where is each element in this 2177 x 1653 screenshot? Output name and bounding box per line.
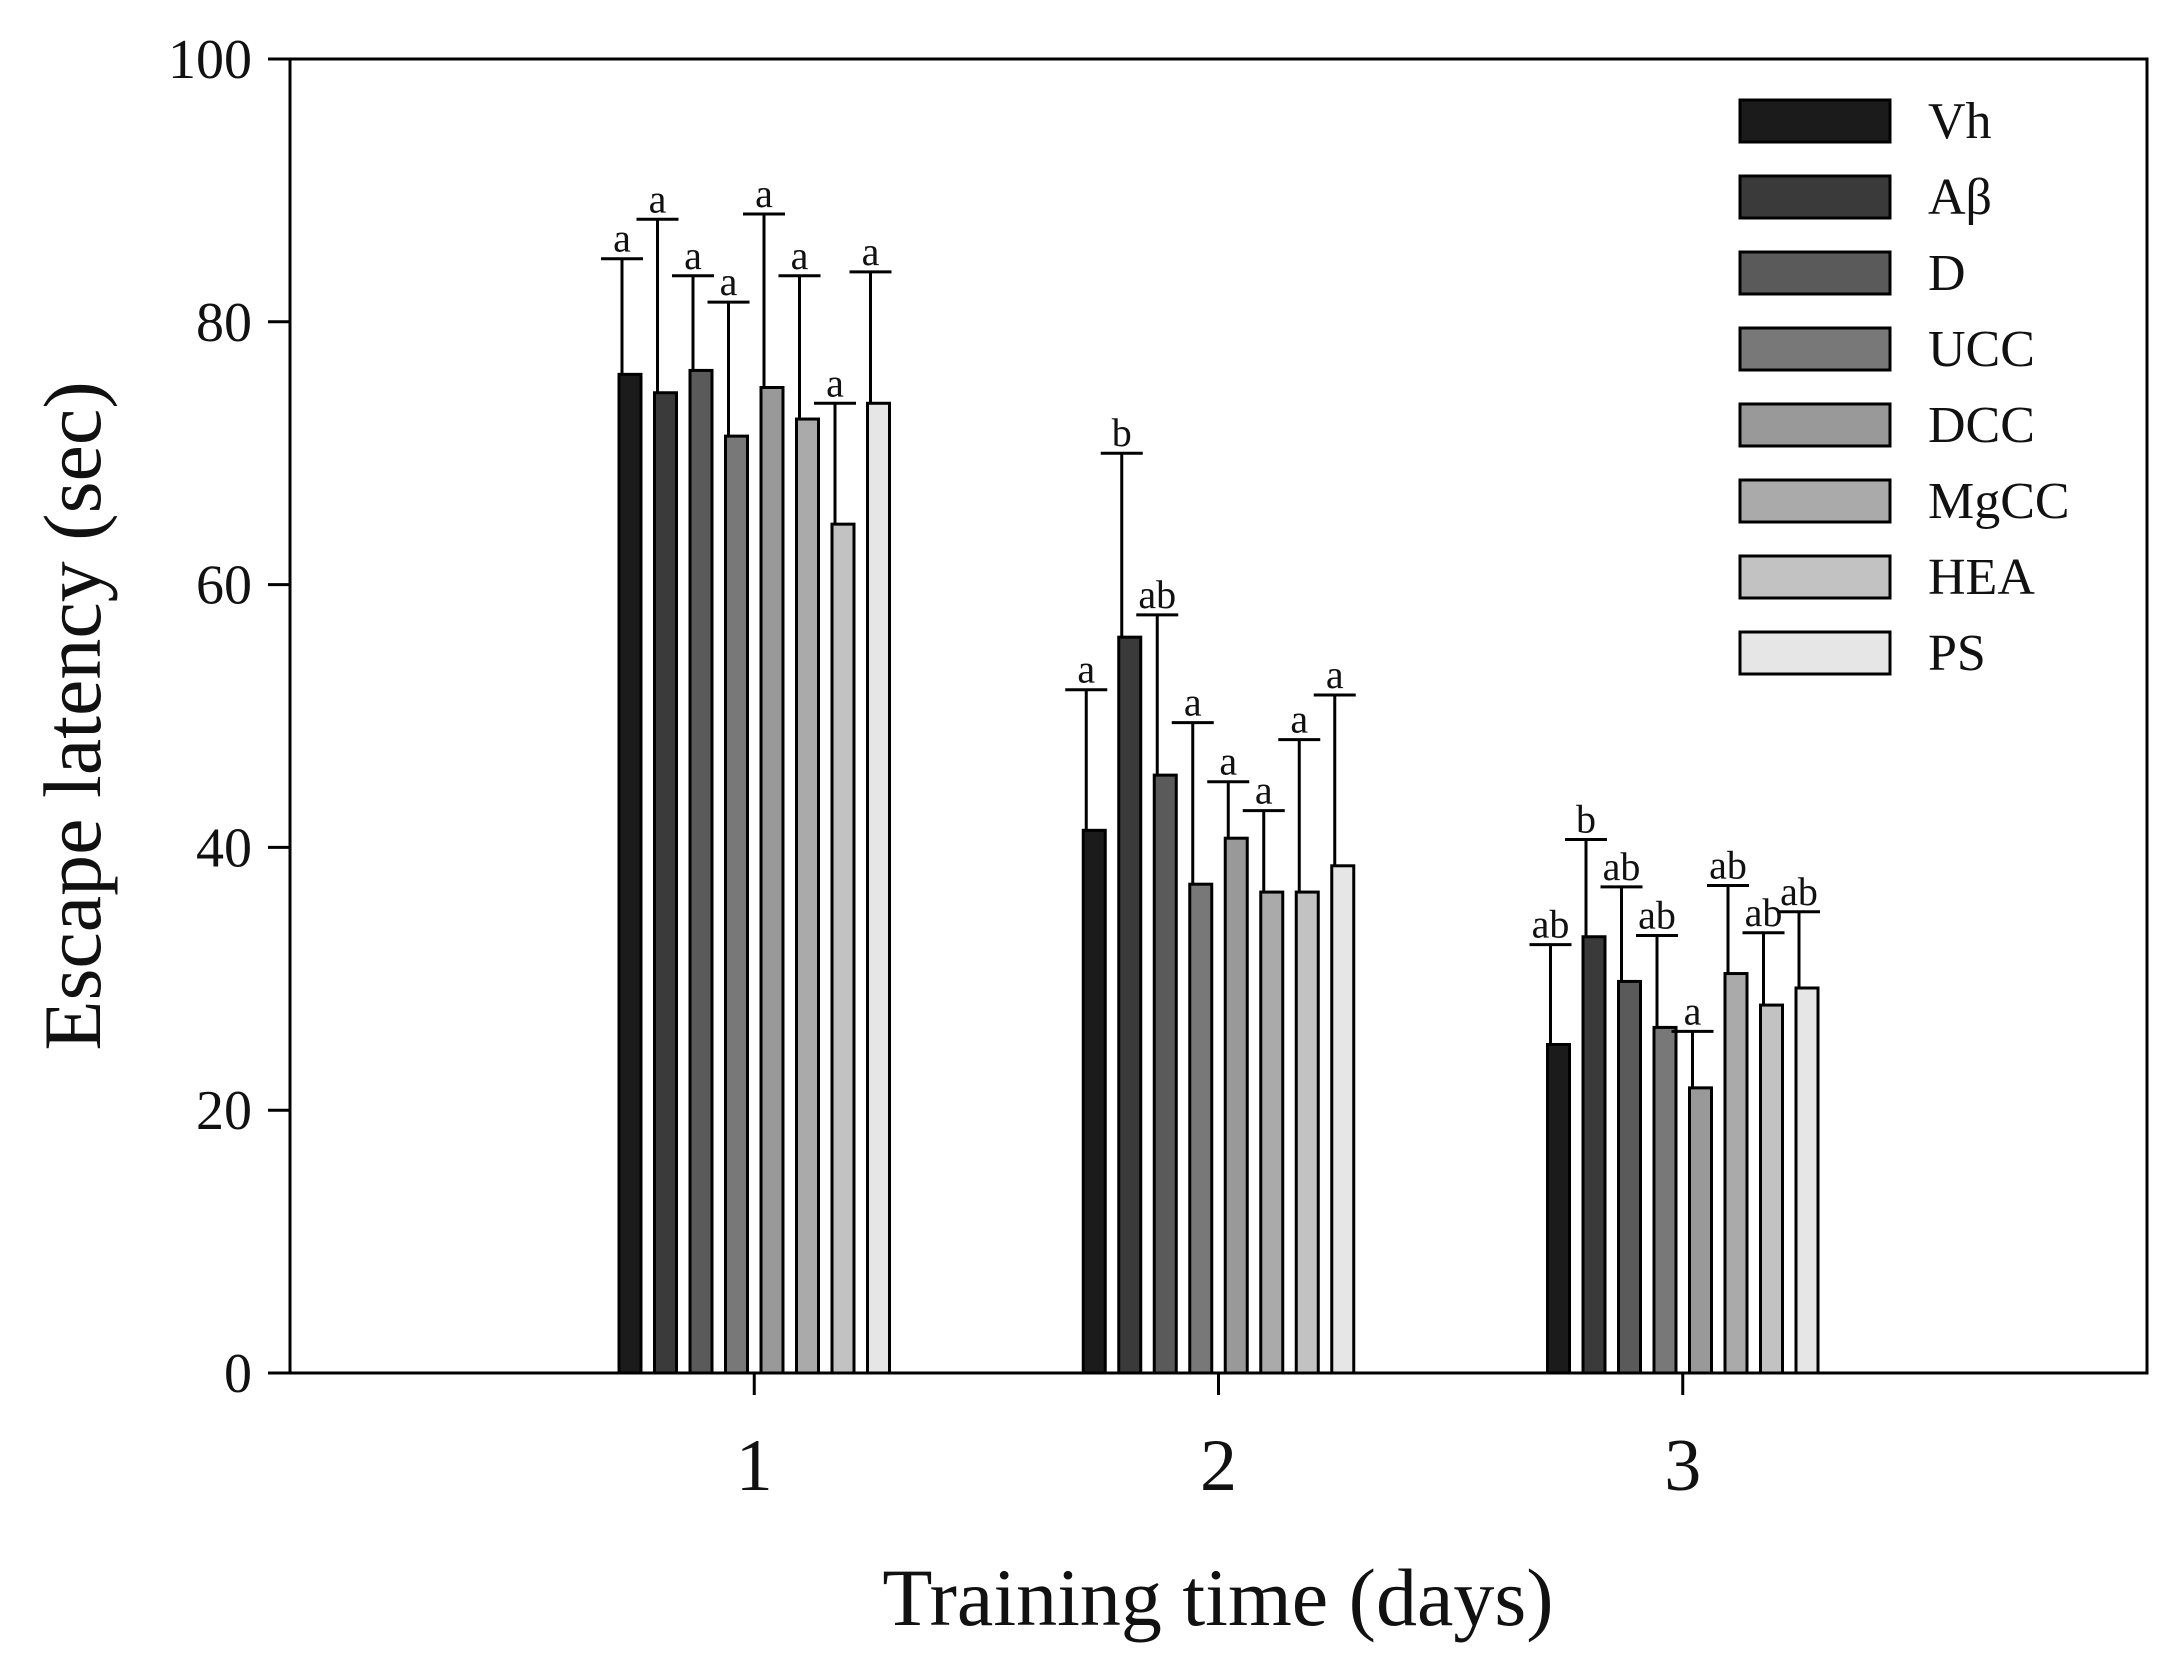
sig-label-a-day1: a <box>649 176 667 221</box>
bar-dcc-day2 <box>1223 836 1249 1375</box>
sig-label-d-day3: ab <box>1603 844 1641 889</box>
legend-swatch-ucc <box>1738 326 1892 372</box>
legend-label-mgcc: MgCC <box>1928 473 2070 530</box>
sig-label-vh-day3: ab <box>1532 902 1570 947</box>
bar-mgcc-day2 <box>1259 890 1285 1375</box>
sig-label-a-day2: b <box>1112 410 1132 455</box>
x-axis: 1 2 3 <box>736 1373 1701 1507</box>
bar-hea-day3 <box>1759 1003 1784 1375</box>
sig-label-dcc-day1: a <box>755 171 773 216</box>
sig-label-a-day3: b <box>1576 797 1596 842</box>
legend-swatch-ps <box>1738 630 1892 676</box>
bar-mgcc-day3 <box>1723 972 1749 1375</box>
y-axis-title: Escape latency (sec) <box>27 381 118 1050</box>
legend: Vh Aβ D UCC DCC MgCC HEA PS <box>1738 93 2070 682</box>
bar-a-day3 <box>1581 935 1607 1375</box>
bar-a-day1 <box>653 391 678 1375</box>
legend-label-a: Aβ <box>1928 169 1992 226</box>
y-tick-label-0: 0 <box>224 1343 252 1405</box>
bar-vh-day2 <box>1081 828 1107 1375</box>
bar-ps-day3 <box>1794 986 1820 1375</box>
sig-label-ps-day2: a <box>1326 652 1344 697</box>
legend-label-ps: PS <box>1928 625 1986 682</box>
sig-label-ucc-day3: ab <box>1638 892 1676 937</box>
x-axis-title: Training time (days) <box>882 1552 1553 1643</box>
sig-label-ps-day3: ab <box>1780 869 1818 914</box>
x-tick-label-3: 3 <box>1664 1425 1701 1507</box>
legend-swatch-dcc <box>1738 402 1892 448</box>
y-axis: 0 20 40 60 80 100 <box>168 29 290 1405</box>
bar-ucc-day2 <box>1188 882 1214 1375</box>
x-tick-label-2: 2 <box>1200 1425 1237 1507</box>
legend-label-hea: HEA <box>1928 549 2035 606</box>
bar-ps-day2 <box>1330 864 1356 1375</box>
sig-label-dcc-day2: a <box>1219 739 1237 784</box>
legend-swatch-mgcc <box>1738 478 1892 524</box>
bar-ucc-day1 <box>724 434 749 1375</box>
bar-vh-day3 <box>1546 1043 1571 1375</box>
sig-label-ucc-day1: a <box>720 259 738 304</box>
bar-d-day3 <box>1617 979 1642 1375</box>
sig-label-hea-day3: ab <box>1745 890 1783 935</box>
y-tick-label-20: 20 <box>196 1080 252 1142</box>
bar-ps-day1 <box>866 401 891 1375</box>
sig-label-mgcc-day3: ab <box>1709 843 1747 888</box>
legend-label-ucc: UCC <box>1928 321 2035 378</box>
bar-hea-day2 <box>1294 890 1320 1375</box>
bar-dcc-day3 <box>1688 1086 1713 1375</box>
legend-label-vh: Vh <box>1928 93 1992 150</box>
sig-label-hea-day1: a <box>826 360 844 405</box>
x-tick-label-1: 1 <box>736 1425 773 1507</box>
legend-label-dcc: DCC <box>1928 397 2035 454</box>
bar-hea-day1 <box>830 522 856 1375</box>
legend-swatch-a <box>1738 174 1892 220</box>
y-tick-label-80: 80 <box>196 292 252 354</box>
sig-label-dcc-day3: a <box>1684 988 1702 1033</box>
bar-mgcc-day1 <box>795 417 820 1375</box>
sig-label-mgcc-day2: a <box>1255 768 1273 813</box>
sig-label-d-day1: a <box>684 233 702 278</box>
y-tick-label-60: 60 <box>196 555 252 617</box>
y-tick-label-100: 100 <box>168 29 252 91</box>
sig-label-ps-day1: a <box>862 229 880 274</box>
legend-swatch-vh <box>1738 98 1892 144</box>
sig-label-vh-day2: a <box>1077 647 1095 692</box>
sig-label-vh-day1: a <box>613 216 631 261</box>
bar-ucc-day3 <box>1652 1025 1678 1375</box>
legend-label-d: D <box>1928 245 1966 302</box>
bar-d-day2 <box>1152 773 1178 1375</box>
legend-swatch-d <box>1738 250 1892 296</box>
bar-dcc-day1 <box>759 386 785 1375</box>
y-tick-label-40: 40 <box>196 817 252 879</box>
legend-swatch-hea <box>1738 554 1892 600</box>
sig-label-hea-day2: a <box>1290 697 1308 742</box>
sig-label-ucc-day2: a <box>1184 680 1202 725</box>
bar-d-day1 <box>688 368 714 1375</box>
sig-label-d-day2: ab <box>1138 572 1176 617</box>
sig-label-mgcc-day1: a <box>791 233 809 278</box>
bar-a-day2 <box>1117 635 1143 1375</box>
bar-vh-day1 <box>617 372 643 1375</box>
